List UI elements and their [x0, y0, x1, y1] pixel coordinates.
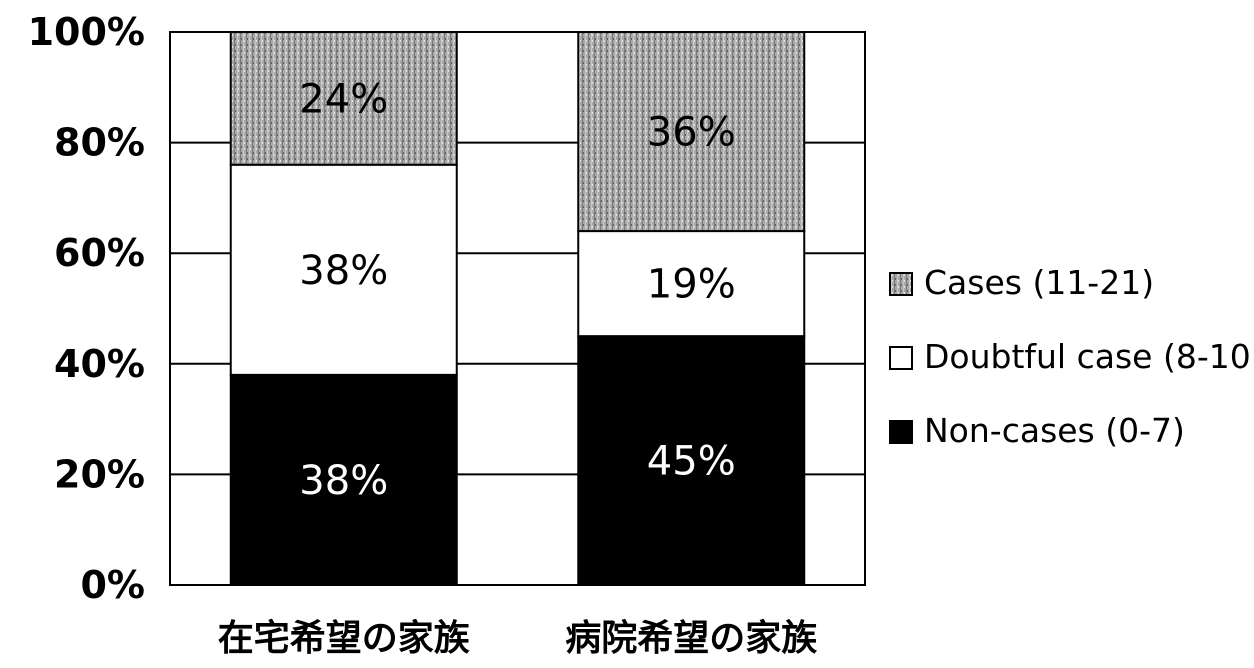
legend-label: Doubtful case (8-10	[924, 337, 1251, 376]
legend-swatch	[889, 346, 913, 370]
bars: 38% 38% 24% 45% 19% 36%	[229, 31, 806, 586]
legend-label: Non-cases (0-7)	[924, 411, 1185, 450]
data-label: 45%	[647, 439, 736, 485]
bar-segment	[229, 31, 458, 166]
x-category-label: 在宅希望の家族	[218, 617, 470, 659]
y-tick-label: 20%	[54, 452, 145, 496]
bar-segment	[577, 31, 806, 233]
y-tick-label: 40%	[54, 342, 145, 386]
x-category-label: 病院希望の家族	[565, 618, 817, 659]
y-axis: 0% 20% 40% 60% 80% 100%	[28, 10, 145, 607]
data-label: 19%	[647, 262, 736, 308]
y-tick-label: 0%	[80, 563, 145, 607]
data-label: 38%	[299, 458, 388, 504]
data-label: 24%	[299, 76, 388, 122]
y-tick-label: 100%	[28, 10, 145, 54]
y-tick-label: 60%	[54, 231, 145, 275]
bar-segment	[229, 373, 458, 586]
bar-segment	[229, 163, 458, 376]
data-label: 38%	[299, 248, 388, 294]
legend-swatch	[889, 272, 913, 296]
bar-segment	[577, 335, 806, 586]
bar-segment	[577, 230, 806, 338]
legend: Cases (11-21) Doubtful case (8-10 Non-case…	[889, 263, 1251, 450]
data-label: 36%	[647, 110, 736, 156]
x-axis: 在宅希望の家族 病院希望の家族	[218, 617, 818, 659]
y-tick-label: 80%	[54, 121, 145, 165]
legend-label: Cases (11-21)	[924, 263, 1154, 302]
legend-swatch	[889, 420, 913, 444]
